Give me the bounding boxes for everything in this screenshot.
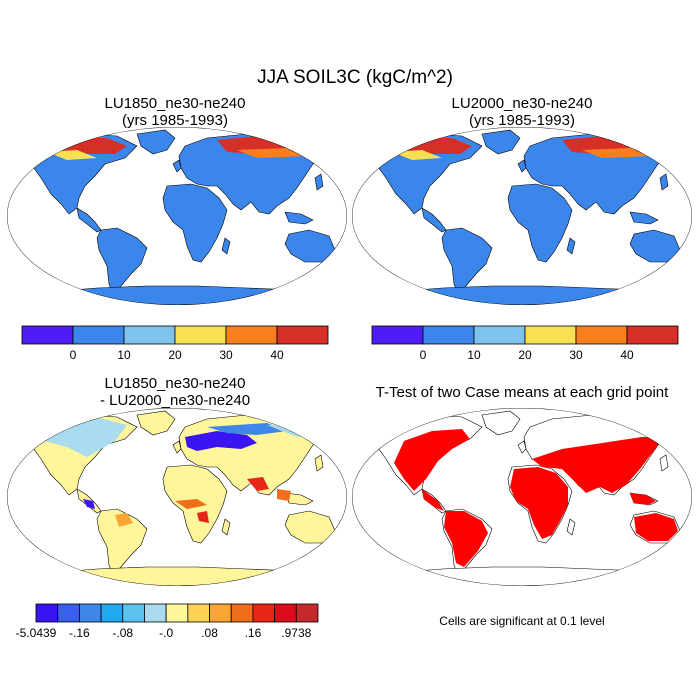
panel-lu1850: LU1850_ne30-ne240 (yrs 1985-1993) 0 10 20 3… — [7, 95, 347, 362]
panel-title: T-Test of two Case means at each grid po… — [376, 384, 669, 401]
colorbar-swatch — [165, 603, 189, 623]
colorbar-tick-label: 40 — [620, 348, 634, 362]
significance-note: Cells are significant at 0.1 level — [439, 614, 604, 628]
colorbar-tick-label: .9738 — [281, 626, 311, 640]
panel-title-line-1: LU2000_ne30-ne240 — [452, 95, 593, 112]
panel-title-line-2: (yrs 1985-1993) — [469, 112, 575, 129]
colorbar-swatch — [295, 603, 319, 623]
colorbar-tick-label: -.16 — [69, 626, 90, 640]
colorbar-swatch — [276, 325, 329, 345]
colorbar-swatch — [35, 603, 59, 623]
colorbar-swatch — [230, 603, 254, 623]
panel-title-line-1: LU1850_ne30-ne240 — [105, 375, 246, 392]
colorbar-tick-label: 30 — [219, 348, 233, 362]
map-ttest — [352, 408, 692, 586]
colorbar-swatch — [473, 325, 526, 345]
colorbar-tick-label: 20 — [168, 348, 182, 362]
colorbar-tick-label: -.0 — [159, 626, 173, 640]
colorbar-swatch — [575, 325, 628, 345]
colorbar-swatch — [21, 325, 74, 345]
colorbar-swatch — [100, 603, 124, 623]
colorbar-swatch — [144, 603, 167, 623]
colorbar-swatch — [422, 325, 475, 345]
colorbar-tick-label: 20 — [518, 348, 532, 362]
colorbar-swatch — [209, 603, 232, 623]
colorbar-swatch — [225, 325, 278, 345]
colorbar-tick-label: .08 — [201, 626, 218, 640]
colorbar-tick-label: .16 — [245, 626, 262, 640]
panel-ttest: T-Test of two Case means at each grid po… — [352, 384, 692, 628]
panel-difference: LU1850_ne30-ne240 - LU2000_ne30-ne240 — [7, 375, 347, 640]
colorbar-tick-label: 40 — [270, 348, 284, 362]
colorbar-tick-label: 0 — [420, 348, 427, 362]
colorbar-swatch — [524, 325, 577, 345]
colorbar-swatch — [122, 603, 145, 623]
colorbar-swatch — [187, 603, 210, 623]
colorbar-difference: -5.0439 -.16 -.08 -.0 .08 .16 .9738 — [16, 603, 319, 640]
panel-lu2000: LU2000_ne30-ne240 (yrs 1985-1993) 0 10 20 3… — [352, 95, 692, 362]
map-difference — [7, 408, 347, 586]
colorbar-swatch — [174, 325, 227, 345]
panel-title-line-2: (yrs 1985-1993) — [122, 112, 228, 129]
colorbar-swatch — [57, 603, 80, 623]
colorbar-tick-label: 10 — [467, 348, 481, 362]
panel-title-line-1: LU1850_ne30-ne240 — [105, 95, 246, 112]
colorbar-lu1850: 0 10 20 30 40 — [21, 325, 329, 362]
panel-title-line-2: - LU2000_ne30-ne240 — [100, 392, 250, 409]
colorbar-tick-label: 0 — [70, 348, 77, 362]
colorbar-swatch — [626, 325, 679, 345]
map-lu1850 — [7, 127, 347, 305]
colorbar-tick-label: 10 — [117, 348, 131, 362]
colorbar-swatch — [72, 325, 125, 345]
colorbar-tick-label: -.08 — [112, 626, 133, 640]
colorbar-swatch — [371, 325, 424, 345]
colorbar-swatch — [123, 325, 176, 345]
colorbar-swatch — [78, 603, 102, 623]
colorbar-lu2000: 0 10 20 30 40 — [371, 325, 679, 362]
colorbar-swatch — [252, 603, 276, 623]
colorbar-tick-label: 30 — [569, 348, 583, 362]
map-lu2000 — [352, 127, 692, 305]
figure-title: JJA SOIL3C (kgC/m^2) — [257, 67, 453, 88]
colorbar-tick-label: -5.0439 — [16, 626, 57, 640]
colorbar-swatch — [274, 603, 297, 623]
